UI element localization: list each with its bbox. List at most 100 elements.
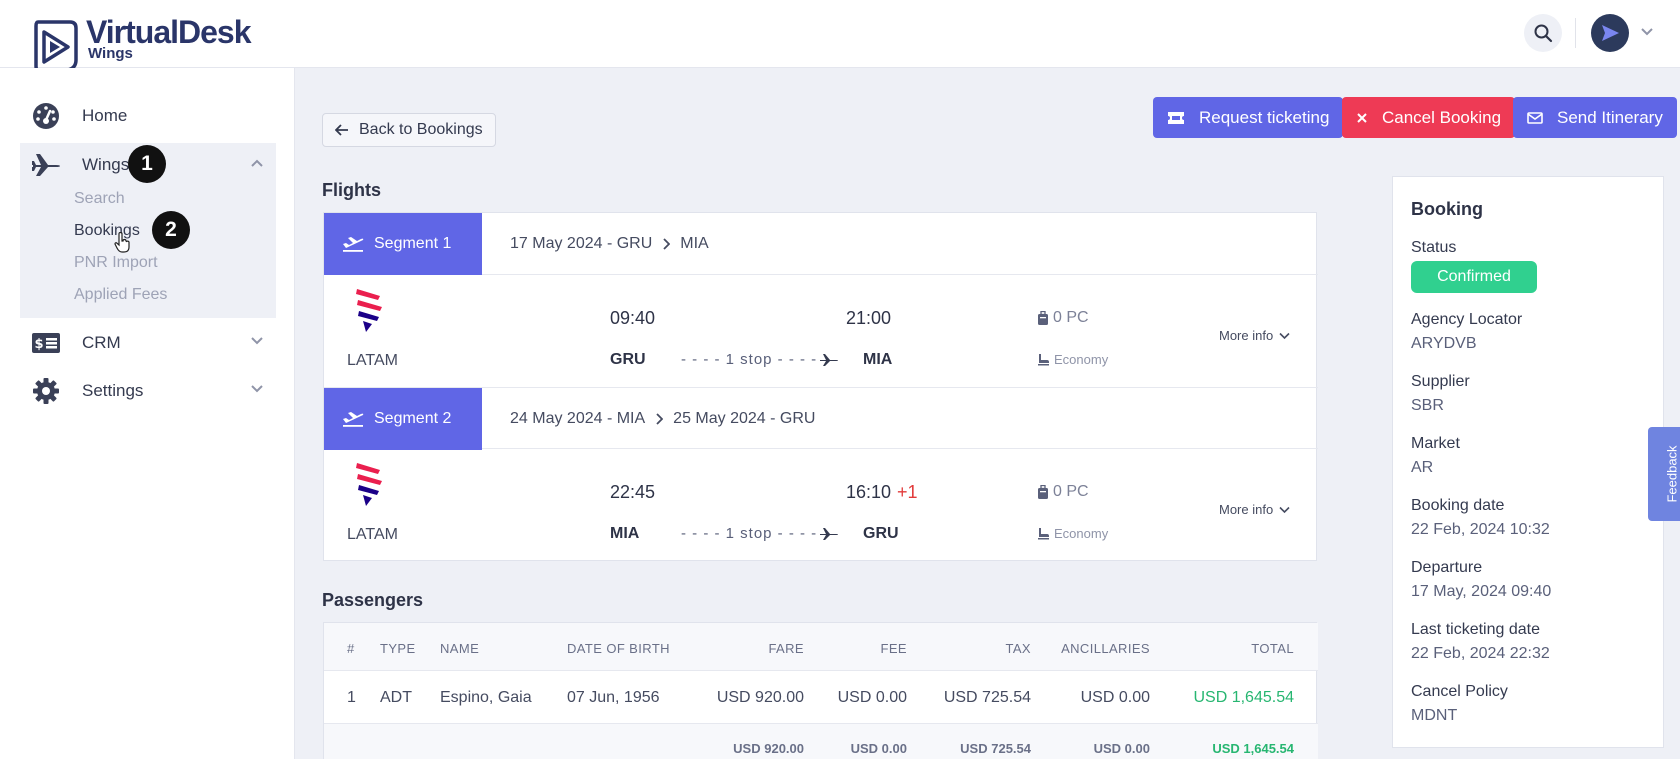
send-itinerary-button[interactable]: Send Itinerary [1513, 97, 1677, 138]
departure-code: GRU [610, 351, 646, 368]
sidebar-subitem-bookings[interactable]: Bookings [74, 222, 140, 239]
chevron-down-icon [1279, 506, 1290, 513]
hand-cursor-icon [114, 232, 130, 253]
stops-indicator: - - - - 1 stop - - - - [681, 351, 839, 368]
column-header: # [347, 641, 355, 656]
latam-logo-icon [356, 289, 382, 332]
latam-logo-icon [356, 463, 382, 506]
cell-ancillaries: USD 0.00 [1080, 689, 1150, 706]
cabin-class: Economy [1037, 526, 1108, 541]
chevron-down-icon[interactable] [1640, 27, 1654, 37]
field-value: MDNT [1411, 707, 1458, 724]
baggage-allowance: 0 PC [1037, 483, 1089, 501]
segment-header: Segment 2 24 May 2024 - MIA 25 May 2024 … [324, 387, 1318, 450]
chevron-down-icon [251, 385, 263, 393]
segment-header: Segment 1 17 May 2024 - GRU MIA [324, 213, 1318, 275]
column-header: ANCILLARIES [1061, 641, 1150, 656]
departure-time: 09:40 [610, 308, 656, 328]
search-button[interactable] [1524, 14, 1562, 52]
arrival-code: GRU [863, 525, 899, 542]
cell-type: ADT [380, 689, 412, 706]
sidebar-item-home[interactable]: Home [20, 93, 276, 139]
luggage-icon [1038, 484, 1048, 499]
airline-name: LATAM [347, 352, 398, 369]
sidebar-item-label: Home [82, 106, 128, 125]
flights-section-title: Flights [322, 180, 381, 200]
stops-indicator: - - - - 1 stop - - - - [681, 525, 839, 542]
airplane-icon [820, 527, 839, 540]
booking-panel-title: Booking [1411, 199, 1483, 219]
svg-text:$: $ [34, 337, 43, 352]
top-bar: VirtualDesk Wings [0, 0, 1680, 76]
sidebar-item-crm[interactable]: $ CRM [20, 320, 276, 366]
envelope-icon [1527, 111, 1543, 124]
sidebar-item-label: Settings [82, 381, 144, 400]
logo-icon [34, 20, 78, 76]
segment-tag-label: Segment 2 [374, 410, 452, 427]
sidebar-item-wings[interactable]: Wings [20, 142, 276, 188]
column-header: TYPE [380, 641, 416, 656]
app-logo[interactable]: VirtualDesk Wings [30, 16, 251, 76]
flight-leg: LATAM 09:40 21:00 GRU - - - - 1 stop - -… [324, 275, 1318, 387]
column-header: DATE OF BIRTH [567, 641, 670, 656]
logo-subtitle: Wings [88, 45, 133, 62]
route-from: 17 May 2024 - GRU [510, 235, 653, 252]
plane-departure-icon [343, 237, 364, 252]
passengers-table: # TYPE NAME DATE OF BIRTH FARE FEE TAX A… [323, 622, 1318, 759]
status-label: Status [1411, 239, 1457, 256]
segment-tag-label: Segment 1 [374, 235, 452, 252]
column-header: TAX [1005, 641, 1031, 656]
annotation-badge-1: 1 [128, 145, 166, 183]
cell-total: USD 1,645.54 [1193, 689, 1294, 706]
segment-route: 24 May 2024 - MIA 25 May 2024 - GRU [510, 410, 815, 428]
cell-name: Espino, Gaia [440, 689, 532, 706]
field-value: 22 Feb, 2024 10:32 [1411, 521, 1550, 538]
field-label: Cancel Policy [1411, 683, 1508, 700]
column-header: TOTAL [1251, 641, 1294, 656]
chevron-down-icon [1279, 332, 1290, 339]
baggage-allowance: 0 PC [1037, 309, 1089, 327]
booking-panel: Booking Status Confirmed Agency Locator … [1392, 176, 1664, 748]
feedback-tab[interactable]: Feedback [1648, 427, 1680, 521]
cell-index: 1 [347, 689, 356, 706]
column-header: FEE [880, 641, 907, 656]
sidebar: Home Wings 1 Search Bookings 2 PNR Impor… [0, 68, 295, 759]
table-header: # TYPE NAME DATE OF BIRTH FARE FEE TAX A… [324, 623, 1318, 671]
id-card-icon: $ [32, 333, 60, 353]
more-info-toggle[interactable]: More info [1219, 502, 1290, 517]
segment-route: 17 May 2024 - GRU MIA [510, 235, 709, 253]
back-to-bookings-button[interactable]: Back to Bookings [322, 113, 496, 147]
plane-departure-icon [343, 412, 364, 427]
airplane-icon [820, 353, 839, 366]
send-itinerary-label: Send Itinerary [1557, 107, 1663, 127]
field-label: Market [1411, 435, 1460, 452]
grand-total: USD 1,645.54 [1212, 741, 1294, 756]
more-info-toggle[interactable]: More info [1219, 328, 1290, 343]
send-plane-icon [1602, 25, 1619, 41]
sidebar-subitem-search[interactable]: Search [74, 190, 125, 207]
arrival-time: 16:10 +1 [846, 482, 918, 502]
topbar-divider [1575, 18, 1576, 48]
annotation-badge-2: 2 [152, 211, 190, 249]
field-label: Booking date [1411, 497, 1505, 514]
arrival-time: 21:00 [846, 308, 892, 328]
field-value: AR [1411, 459, 1434, 476]
avatar[interactable] [1591, 14, 1629, 52]
sidebar-item-settings[interactable]: Settings [20, 368, 276, 414]
arrival-code: MIA [863, 351, 893, 368]
feedback-label: Feedback [1664, 445, 1680, 503]
field-label: Departure [1411, 559, 1483, 576]
field-label: Last ticketing date [1411, 621, 1540, 638]
request-ticketing-button[interactable]: Request ticketing [1153, 97, 1344, 138]
search-icon [1534, 24, 1553, 43]
day-offset: +1 [897, 482, 918, 502]
sidebar-subitem-pnr-import[interactable]: PNR Import [74, 254, 158, 271]
cancel-booking-button[interactable]: Cancel Booking [1342, 97, 1516, 138]
field-value: 22 Feb, 2024 22:32 [1411, 645, 1550, 662]
cell-fare: USD 920.00 [716, 689, 804, 706]
sidebar-subitem-applied-fees[interactable]: Applied Fees [74, 286, 168, 303]
route-to: MIA [680, 235, 709, 252]
total-tax: USD 725.54 [960, 741, 1031, 756]
departure-time: 22:45 [610, 482, 656, 502]
sidebar-item-label: Wings [82, 155, 130, 174]
